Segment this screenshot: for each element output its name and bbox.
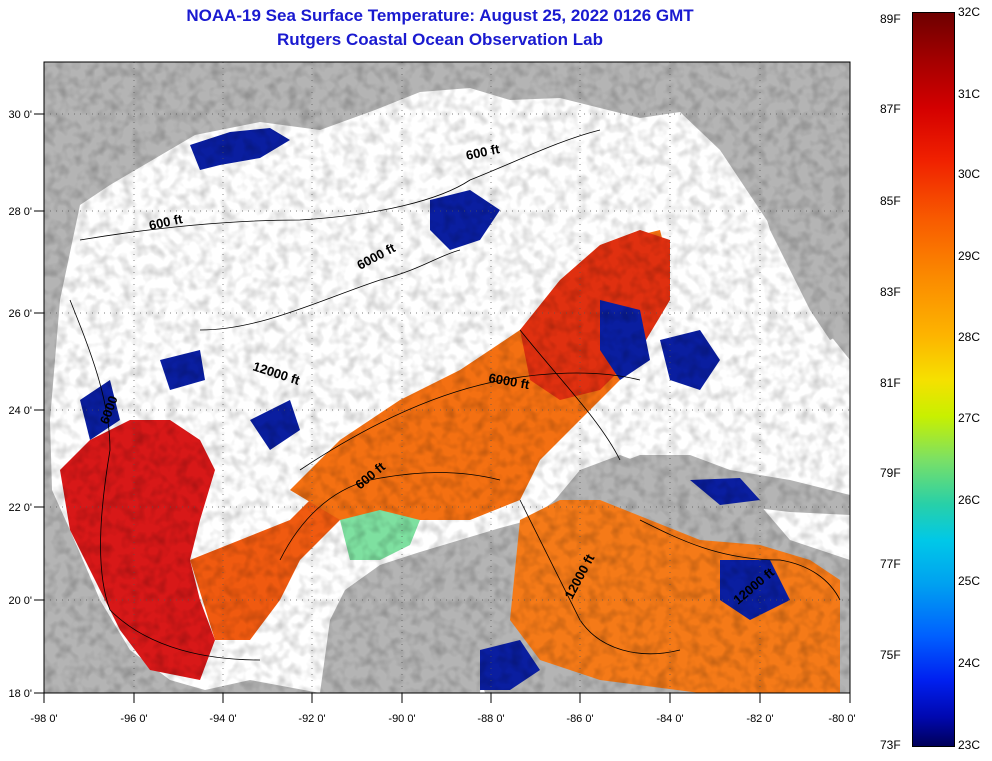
lon-tick-label: -82 0' [746,713,773,725]
contour-label: 600 ft [465,141,502,163]
colorbar-c-label: 26C [958,493,981,507]
lon-tick-label: -86 0' [566,713,593,725]
colorbar-c-label: 25C [958,574,981,588]
temperature-colorbar [912,12,955,747]
colorbar-f-label: 77F [880,557,901,571]
contour-label: 600 ft [148,211,185,233]
lat-tick-label: 30 0' [8,109,32,121]
colorbar-f-label: 81F [880,376,901,390]
colorbar-f-label: 73F [880,738,901,752]
lon-tick-label: -92 0' [298,713,325,725]
colorbar-c-label: 24C [958,656,981,670]
contour-label: 6000 ft [487,370,531,392]
bathymetry-contours [69,129,841,661]
colorbar-c-label: 27C [958,411,981,425]
colorbar-c-label: 28C [958,330,981,344]
lat-tick-label: 22 0' [8,502,32,514]
lon-tick-label: -96 0' [120,713,147,725]
map-title-line-2: Rutgers Coastal Ocean Observation Lab [277,30,603,49]
sst-map: -98 0' -96 0' -94 0' -92 0' -90 0' -88 0… [8,61,856,725]
colorbar-f-label: 83F [880,285,901,299]
colorbar-f-label: 87F [880,102,901,116]
lon-tick-labels: -98 0' -96 0' -94 0' -92 0' -90 0' -88 0… [30,713,855,725]
colorbar-f-label: 85F [880,194,901,208]
colorbar-f-label: 79F [880,466,901,480]
lat-tick-label: 28 0' [8,206,32,218]
lon-tick-label: -94 0' [209,713,236,725]
lon-tick-label: -84 0' [656,713,683,725]
sst-texture [44,62,850,693]
lon-tick-label: -88 0' [477,713,504,725]
colorbar-c-label: 29C [958,249,981,263]
lon-tick-label: -80 0' [828,713,855,725]
colorbar-c-label: 30C [958,167,981,181]
axis-tick-marks [34,113,851,703]
lat-tick-label: 20 0' [8,595,32,607]
grid-lines [44,62,850,693]
lat-tick-labels: 30 0' 28 0' 26 0' 24 0' 22 0' 20 0' 18 0… [8,109,32,700]
colorbar-f-label: 75F [880,648,901,662]
map-title-line-1: NOAA-19 Sea Surface Temperature: August … [186,6,694,25]
lat-tick-label: 24 0' [8,405,32,417]
colorbar-c-label: 23C [958,738,981,752]
colorbar-c-label: 31C [958,87,981,101]
lat-tick-label: 26 0' [8,308,32,320]
colorbar-f-label: 89F [880,12,901,26]
lon-tick-label: -98 0' [30,713,57,725]
lon-tick-label: -90 0' [388,713,415,725]
map-frame [43,61,851,694]
lat-tick-label: 18 0' [8,688,32,700]
colorbar-c-label: 32C [958,5,981,19]
